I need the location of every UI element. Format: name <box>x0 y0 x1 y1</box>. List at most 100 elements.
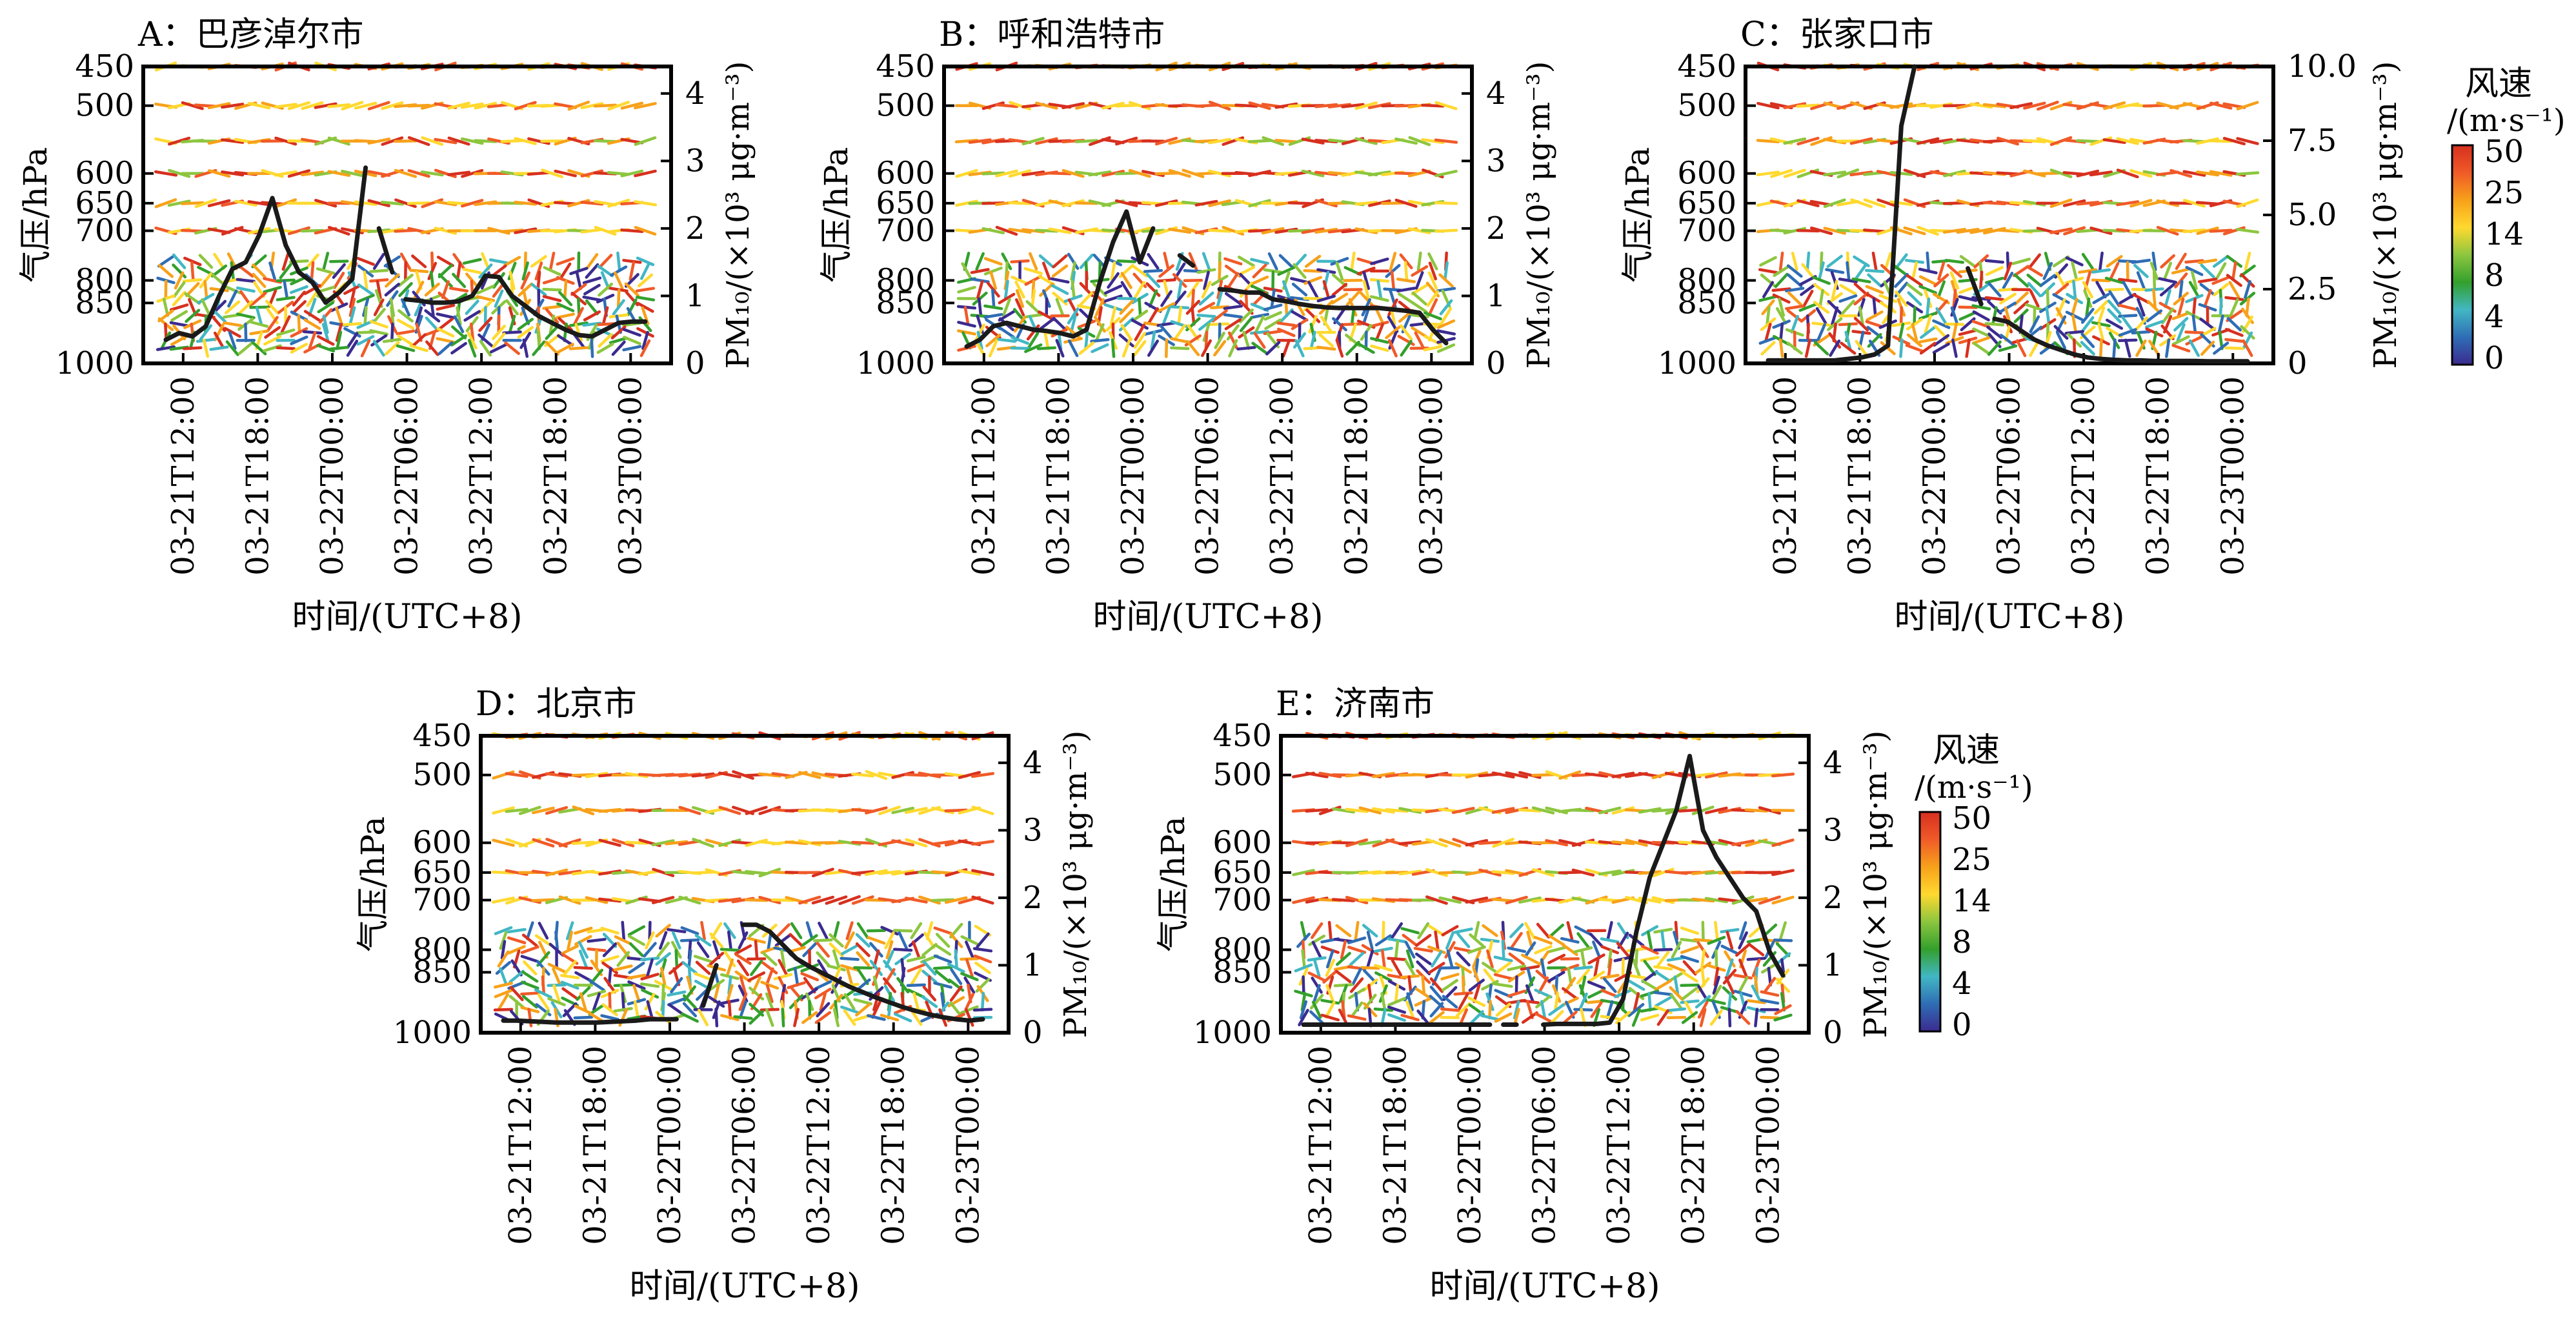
wind-arrow <box>855 933 870 948</box>
wind-arrow <box>1150 330 1156 350</box>
wind-arrow <box>1746 957 1766 961</box>
wind-arrow <box>1531 868 1555 877</box>
wind-arrow <box>585 896 609 904</box>
wind-arrow <box>287 169 311 178</box>
wind-arrow <box>380 201 405 206</box>
wind-arrow <box>2200 340 2215 356</box>
wind-arrow <box>394 198 417 208</box>
left-tick-label: 450 <box>1677 48 1736 85</box>
wind-arrow <box>974 961 991 975</box>
chart-panel-e: E：济南市4505006006507008008501000气压/hPa0123… <box>1154 685 1894 1306</box>
wind-arrow <box>1320 316 1333 333</box>
wind-arrow <box>964 992 975 1011</box>
wind-arrow <box>1277 266 1296 276</box>
wind-arrow <box>639 957 660 962</box>
wind-arrow <box>1119 308 1134 323</box>
wind-arrow <box>543 266 561 276</box>
bottom-tick-label: 03-21T12:00 <box>966 376 1002 576</box>
wind-arrow <box>541 975 546 995</box>
wind-arrow <box>1862 228 1887 233</box>
wind-arrow <box>601 306 609 326</box>
wind-arrow <box>569 346 589 350</box>
wind-arrow <box>1084 330 1089 350</box>
wind-arrow <box>1593 958 1600 978</box>
wind-arrow <box>1427 271 1438 290</box>
wind-arrow <box>1758 895 1781 905</box>
wind-arrow <box>2009 102 2033 110</box>
wind-arrow <box>1626 973 1647 980</box>
wind-arrow <box>2236 198 2259 208</box>
wind-arrow <box>2080 341 2095 356</box>
wind-arrow <box>1109 306 1117 326</box>
wind-arrow <box>327 136 350 146</box>
wind-arrow <box>905 838 928 847</box>
wind-arrow <box>778 976 789 995</box>
wind-arrow <box>1305 808 1329 813</box>
wind-arrow <box>1362 924 1378 938</box>
wind-arrow <box>1314 227 1338 234</box>
wind-arrow <box>1760 341 1776 356</box>
wind-arrow <box>1491 771 1515 779</box>
wind-arrow <box>1899 338 1904 358</box>
wind-arrow <box>530 255 547 268</box>
wind-arrow <box>2171 343 2191 353</box>
wind-arrow <box>1918 267 1938 274</box>
wind-arrow <box>373 298 385 316</box>
wind-arrow <box>1055 339 1065 358</box>
right-tick-label: 10.0 <box>2288 48 2357 85</box>
wind-arrow <box>1709 1009 1723 1026</box>
wind-arrow <box>545 325 559 340</box>
wind-arrow <box>575 270 582 290</box>
wind-arrow <box>1307 281 1319 299</box>
wind-arrow <box>573 1015 594 1020</box>
pm10-line-segment <box>1766 64 1917 363</box>
wind-arrow <box>300 228 325 233</box>
wind-arrow <box>437 318 454 331</box>
wind-arrow <box>714 1008 719 1028</box>
wind-arrow <box>1250 312 1270 319</box>
wind-arrow <box>1305 771 1329 778</box>
wind-arrow <box>732 770 754 780</box>
wind-arrow <box>1942 104 1967 108</box>
wind-arrow <box>1177 306 1183 326</box>
wind-arrow <box>878 806 901 816</box>
wind-arrow <box>408 269 429 274</box>
wind-arrow <box>1008 227 1032 234</box>
wind-arrow <box>1518 896 1542 904</box>
wind-arrow <box>1366 949 1374 969</box>
wind-arrow <box>2191 314 2197 334</box>
wind-arrow <box>2065 256 2084 267</box>
wind-arrow <box>1774 272 1789 289</box>
wind-arrow <box>1114 171 1138 176</box>
wind-arrow <box>1036 346 1057 350</box>
wind-arrow <box>1666 956 1686 962</box>
wind-arrow <box>1074 201 1098 205</box>
wind-arrow <box>574 1004 592 1015</box>
wind-arrow <box>1444 940 1456 958</box>
wind-arrow <box>2235 171 2260 176</box>
wind-arrow <box>798 771 821 779</box>
wind-arrow <box>2070 298 2078 317</box>
wind-arrow <box>1196 314 1216 318</box>
wind-arrow <box>625 840 649 845</box>
wind-arrow <box>1771 895 1795 905</box>
wind-arrow <box>1760 990 1780 997</box>
wind-arrow <box>600 1014 620 1021</box>
wind-arrow <box>1197 301 1216 313</box>
wind-arrow <box>1453 946 1473 953</box>
wind-arrow <box>1987 281 2002 298</box>
right-tick-label: 3 <box>1023 812 1043 848</box>
left-axis-label: 气压/hPa <box>1154 816 1192 952</box>
wind-arrow <box>1813 301 1830 314</box>
wind-arrow <box>2156 199 2180 207</box>
wind-arrow <box>1695 995 1711 1009</box>
wind-arrow <box>958 771 981 779</box>
wind-arrow <box>1023 267 1043 275</box>
wind-arrow <box>784 840 809 846</box>
wind-arrow <box>1116 296 1136 301</box>
left-tick-label: 1000 <box>55 345 134 381</box>
wind-arrow <box>1021 137 1045 146</box>
wind-arrow <box>1671 940 1682 959</box>
wind-arrow <box>971 869 994 877</box>
wind-arrow <box>2062 199 2086 207</box>
